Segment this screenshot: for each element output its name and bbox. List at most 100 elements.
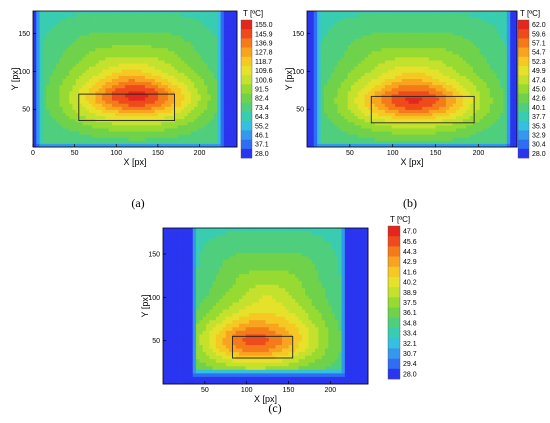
y-tick-label: 100 [18, 69, 30, 76]
colorbar-swatch [518, 112, 529, 122]
colorbar-label: 40.2 [403, 280, 417, 287]
colorbar-swatch [388, 307, 400, 319]
colorbar-label: 35.3 [532, 123, 546, 130]
colorbar-label: 82.4 [255, 96, 269, 103]
colorbar-swatch [518, 121, 529, 131]
colorbar-label: 34.8 [403, 320, 417, 327]
colorbar-label: 54.7 [532, 50, 546, 57]
colorbar-swatch [241, 20, 252, 30]
colorbar-swatch [388, 317, 400, 329]
y-axis-label: Y [px] [10, 68, 20, 91]
colorbar-swatch [518, 93, 529, 104]
colorbar-label: 91.5 [255, 87, 269, 94]
colorbar-swatch [518, 130, 529, 140]
y-axis-label: Y [px] [140, 295, 150, 318]
x-tick-label: 200 [194, 150, 206, 157]
colorbar-swatch [241, 102, 252, 113]
colorbar-swatch [241, 93, 252, 104]
colorbar-label: 145.9 [255, 31, 273, 38]
colorbar-swatch [518, 29, 529, 39]
colorbar-label: 42.9 [403, 259, 417, 266]
heatmap-field [33, 11, 238, 148]
y-tick-label: 50 [296, 107, 304, 114]
colorbar-label: 40.1 [532, 105, 546, 112]
colorbar-label: 73.4 [255, 105, 269, 112]
panel-c: 50 100 150 200 50 100 150 X [px] Y [px] T [ºC] 47.… [140, 215, 417, 415]
y-axis-label: Y [px] [284, 68, 294, 91]
colorbar-label: 52.3 [532, 59, 546, 66]
colorbar-label: 57.1 [532, 41, 546, 48]
colorbar-swatch [518, 38, 529, 48]
panel-b: 50 100 150 200 50 100 150 X [px] Y [px] T [ºC] 62.… [284, 9, 546, 210]
colorbar-swatch [241, 130, 252, 140]
y-tick-label: 100 [148, 295, 160, 302]
colorbar-label: 55.2 [255, 123, 269, 130]
colorbar-frame [240, 19, 253, 159]
colorbar-label: 37.7 [532, 114, 546, 121]
colorbar-swatch [388, 338, 400, 349]
colorbar-swatch [388, 297, 400, 308]
x-tick-label: 150 [283, 387, 295, 394]
colorbar-label: 36.1 [403, 310, 417, 317]
colorbar-label: 41.6 [403, 269, 417, 276]
colorbar-label: 30.7 [403, 351, 417, 358]
colorbar-label: 155.0 [255, 22, 273, 29]
colorbar-title: T [ºC] [520, 9, 540, 18]
colorbar-swatch [388, 246, 400, 257]
panel-a: 0 50 100 150 200 50 100 150 X [px] Y [px] T [ºC] 15… [10, 9, 273, 210]
colorbar-swatch [241, 47, 252, 58]
colorbar-title: T [ºC] [243, 9, 263, 18]
colorbar-swatch [518, 47, 529, 58]
x-tick-label: 100 [110, 150, 122, 157]
colorbar-label: 47.4 [532, 77, 546, 84]
x-tick-label: 50 [71, 150, 79, 157]
y-tick-label: 150 [292, 31, 304, 38]
x-axis-label: X [px] [123, 157, 146, 167]
panel-label: (a) [131, 196, 144, 210]
colorbar-label: 33.4 [403, 331, 417, 338]
colorbar-swatch [241, 38, 252, 48]
plot-frame [32, 10, 238, 148]
x-axis-label: X [px] [400, 157, 423, 167]
colorbar-label: 28.0 [532, 151, 546, 158]
x-tick-label: 150 [430, 150, 442, 157]
x-tick-label: 150 [152, 150, 164, 157]
plot-frame [306, 10, 518, 148]
colorbar-label: 45.0 [532, 87, 546, 94]
colorbar-swatch [241, 121, 252, 131]
colorbar-label: 127.8 [255, 50, 273, 57]
colorbar-label: 109.6 [255, 68, 273, 75]
colorbar-label: 100.6 [255, 77, 273, 84]
colorbar-label: 118.7 [255, 59, 272, 66]
colorbar-swatch [518, 20, 529, 30]
colorbar-label: 49.9 [532, 68, 546, 75]
colorbar-label: 47.0 [403, 229, 417, 236]
x-tick-label: 0 [31, 150, 35, 157]
x-tick-label: 100 [241, 387, 253, 394]
colorbar-label: 44.3 [403, 249, 417, 256]
colorbar-swatch [241, 148, 252, 159]
colorbar-label: 28.0 [403, 371, 417, 378]
colorbar-swatch [388, 266, 400, 278]
x-tick-label: 100 [387, 150, 399, 157]
panel-label: (b) [403, 196, 417, 210]
colorbar-swatch [241, 112, 252, 122]
colorbar-swatch [241, 56, 252, 67]
colorbar-label: 37.5 [403, 300, 417, 307]
roi-rectangle [231, 335, 294, 359]
y-tick-label: 150 [18, 31, 30, 38]
colorbar-swatch [518, 139, 529, 150]
colorbar-swatch [241, 66, 252, 76]
colorbar-label: 136.9 [255, 41, 273, 48]
y-tick-label: 100 [292, 69, 304, 76]
colorbar-swatch [388, 368, 400, 380]
colorbar-swatch [241, 139, 252, 150]
y-tick-label: 150 [148, 252, 160, 259]
colorbar-label: 32.1 [403, 341, 417, 348]
colorbar-swatch [388, 358, 400, 370]
colorbar-label: 30.4 [532, 142, 546, 149]
x-tick-label: 50 [201, 387, 209, 394]
x-tick-label: 200 [473, 150, 485, 157]
colorbar-label: 64.3 [255, 114, 269, 121]
